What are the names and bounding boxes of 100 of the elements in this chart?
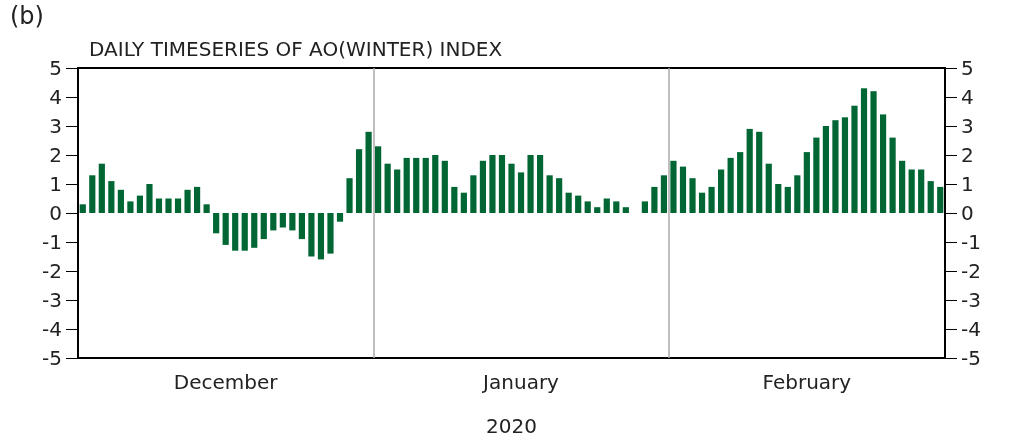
bar bbox=[889, 137, 896, 213]
bar bbox=[841, 117, 849, 213]
bar bbox=[108, 181, 115, 213]
bar bbox=[489, 155, 496, 213]
bar bbox=[594, 207, 601, 213]
y2-tick-label: 2 bbox=[961, 143, 974, 167]
bar bbox=[565, 192, 572, 213]
bar bbox=[689, 178, 696, 213]
bar bbox=[251, 213, 258, 248]
bar bbox=[136, 195, 144, 213]
bar bbox=[127, 201, 134, 213]
bar bbox=[651, 186, 658, 213]
bar bbox=[308, 213, 315, 257]
bar bbox=[117, 189, 124, 213]
bar bbox=[146, 184, 153, 213]
bar bbox=[899, 160, 906, 213]
bar bbox=[603, 198, 610, 213]
bar bbox=[270, 213, 277, 231]
bar bbox=[784, 186, 791, 213]
y-tick-label: 5 bbox=[49, 56, 62, 80]
text: (b) bbox=[10, 2, 44, 30]
bar bbox=[317, 213, 325, 260]
bar bbox=[460, 192, 467, 213]
bar bbox=[613, 201, 620, 213]
bar bbox=[879, 114, 887, 213]
bar bbox=[346, 178, 353, 213]
y-tick-label: -5 bbox=[42, 346, 62, 370]
bar bbox=[756, 131, 763, 213]
y-tick-label: -4 bbox=[42, 317, 62, 341]
bar bbox=[517, 172, 525, 213]
y2-tick-label: -4 bbox=[961, 317, 981, 341]
y-tick-label: -1 bbox=[42, 230, 62, 254]
bar bbox=[813, 137, 820, 213]
y-tick-label: 4 bbox=[49, 85, 62, 109]
bar bbox=[241, 213, 248, 251]
bar bbox=[413, 157, 420, 213]
bar bbox=[213, 213, 220, 234]
bar bbox=[803, 152, 810, 213]
chart-title: DAILY TIMESERIES OF AO(WINTER) INDEX bbox=[89, 37, 503, 61]
bar bbox=[822, 126, 829, 213]
bar bbox=[174, 198, 182, 213]
y-tick-label: 3 bbox=[49, 114, 62, 138]
bar bbox=[479, 160, 487, 213]
bar bbox=[194, 186, 201, 213]
x-tick-label: December bbox=[173, 370, 279, 394]
bar bbox=[375, 146, 382, 213]
bar bbox=[718, 169, 725, 213]
bar bbox=[860, 88, 868, 213]
bar bbox=[737, 152, 744, 213]
bar bbox=[622, 207, 629, 213]
bar bbox=[556, 178, 563, 213]
x-axis-title: 2020 bbox=[486, 414, 537, 438]
bar bbox=[79, 204, 86, 213]
bar bbox=[727, 157, 734, 213]
bar bbox=[155, 198, 163, 213]
bar bbox=[298, 213, 305, 240]
y2-tick-label: -2 bbox=[961, 259, 981, 283]
bar bbox=[355, 149, 363, 213]
bar bbox=[679, 166, 687, 213]
bar bbox=[832, 120, 839, 213]
bar bbox=[470, 175, 477, 213]
y-tick-label: 0 bbox=[49, 201, 62, 225]
bar bbox=[222, 213, 229, 245]
bar bbox=[660, 175, 668, 213]
y2-tick-label: 3 bbox=[961, 114, 974, 138]
bar bbox=[670, 160, 677, 213]
y-tick-label: 2 bbox=[49, 143, 62, 167]
bar bbox=[908, 169, 915, 213]
bar bbox=[451, 186, 458, 213]
y-tick-label: -2 bbox=[42, 259, 62, 283]
y2-tick-label: -5 bbox=[961, 346, 981, 370]
bar bbox=[575, 195, 582, 213]
bar bbox=[870, 91, 877, 213]
bar bbox=[641, 201, 648, 213]
y2-tick-label: 5 bbox=[961, 56, 974, 80]
bar bbox=[546, 175, 553, 213]
bar bbox=[746, 128, 753, 213]
bar bbox=[918, 169, 925, 213]
x-tick-label: January bbox=[481, 370, 560, 394]
bar bbox=[279, 213, 286, 228]
bar bbox=[775, 184, 782, 213]
bar bbox=[536, 155, 544, 213]
bar bbox=[232, 213, 239, 251]
bar bbox=[422, 157, 429, 213]
bar bbox=[765, 163, 772, 213]
bar bbox=[184, 189, 191, 213]
bar bbox=[937, 186, 944, 213]
bar bbox=[403, 157, 410, 213]
bar bbox=[98, 163, 105, 213]
y-tick-label: -3 bbox=[42, 288, 62, 312]
bar bbox=[498, 155, 506, 213]
bar bbox=[708, 186, 715, 213]
y2-tick-label: 4 bbox=[961, 85, 974, 109]
bar bbox=[327, 213, 334, 254]
bar bbox=[336, 213, 344, 222]
bar bbox=[89, 175, 96, 213]
bar bbox=[851, 105, 858, 213]
bar bbox=[260, 213, 267, 240]
bar bbox=[698, 192, 706, 213]
bar bbox=[432, 155, 439, 213]
